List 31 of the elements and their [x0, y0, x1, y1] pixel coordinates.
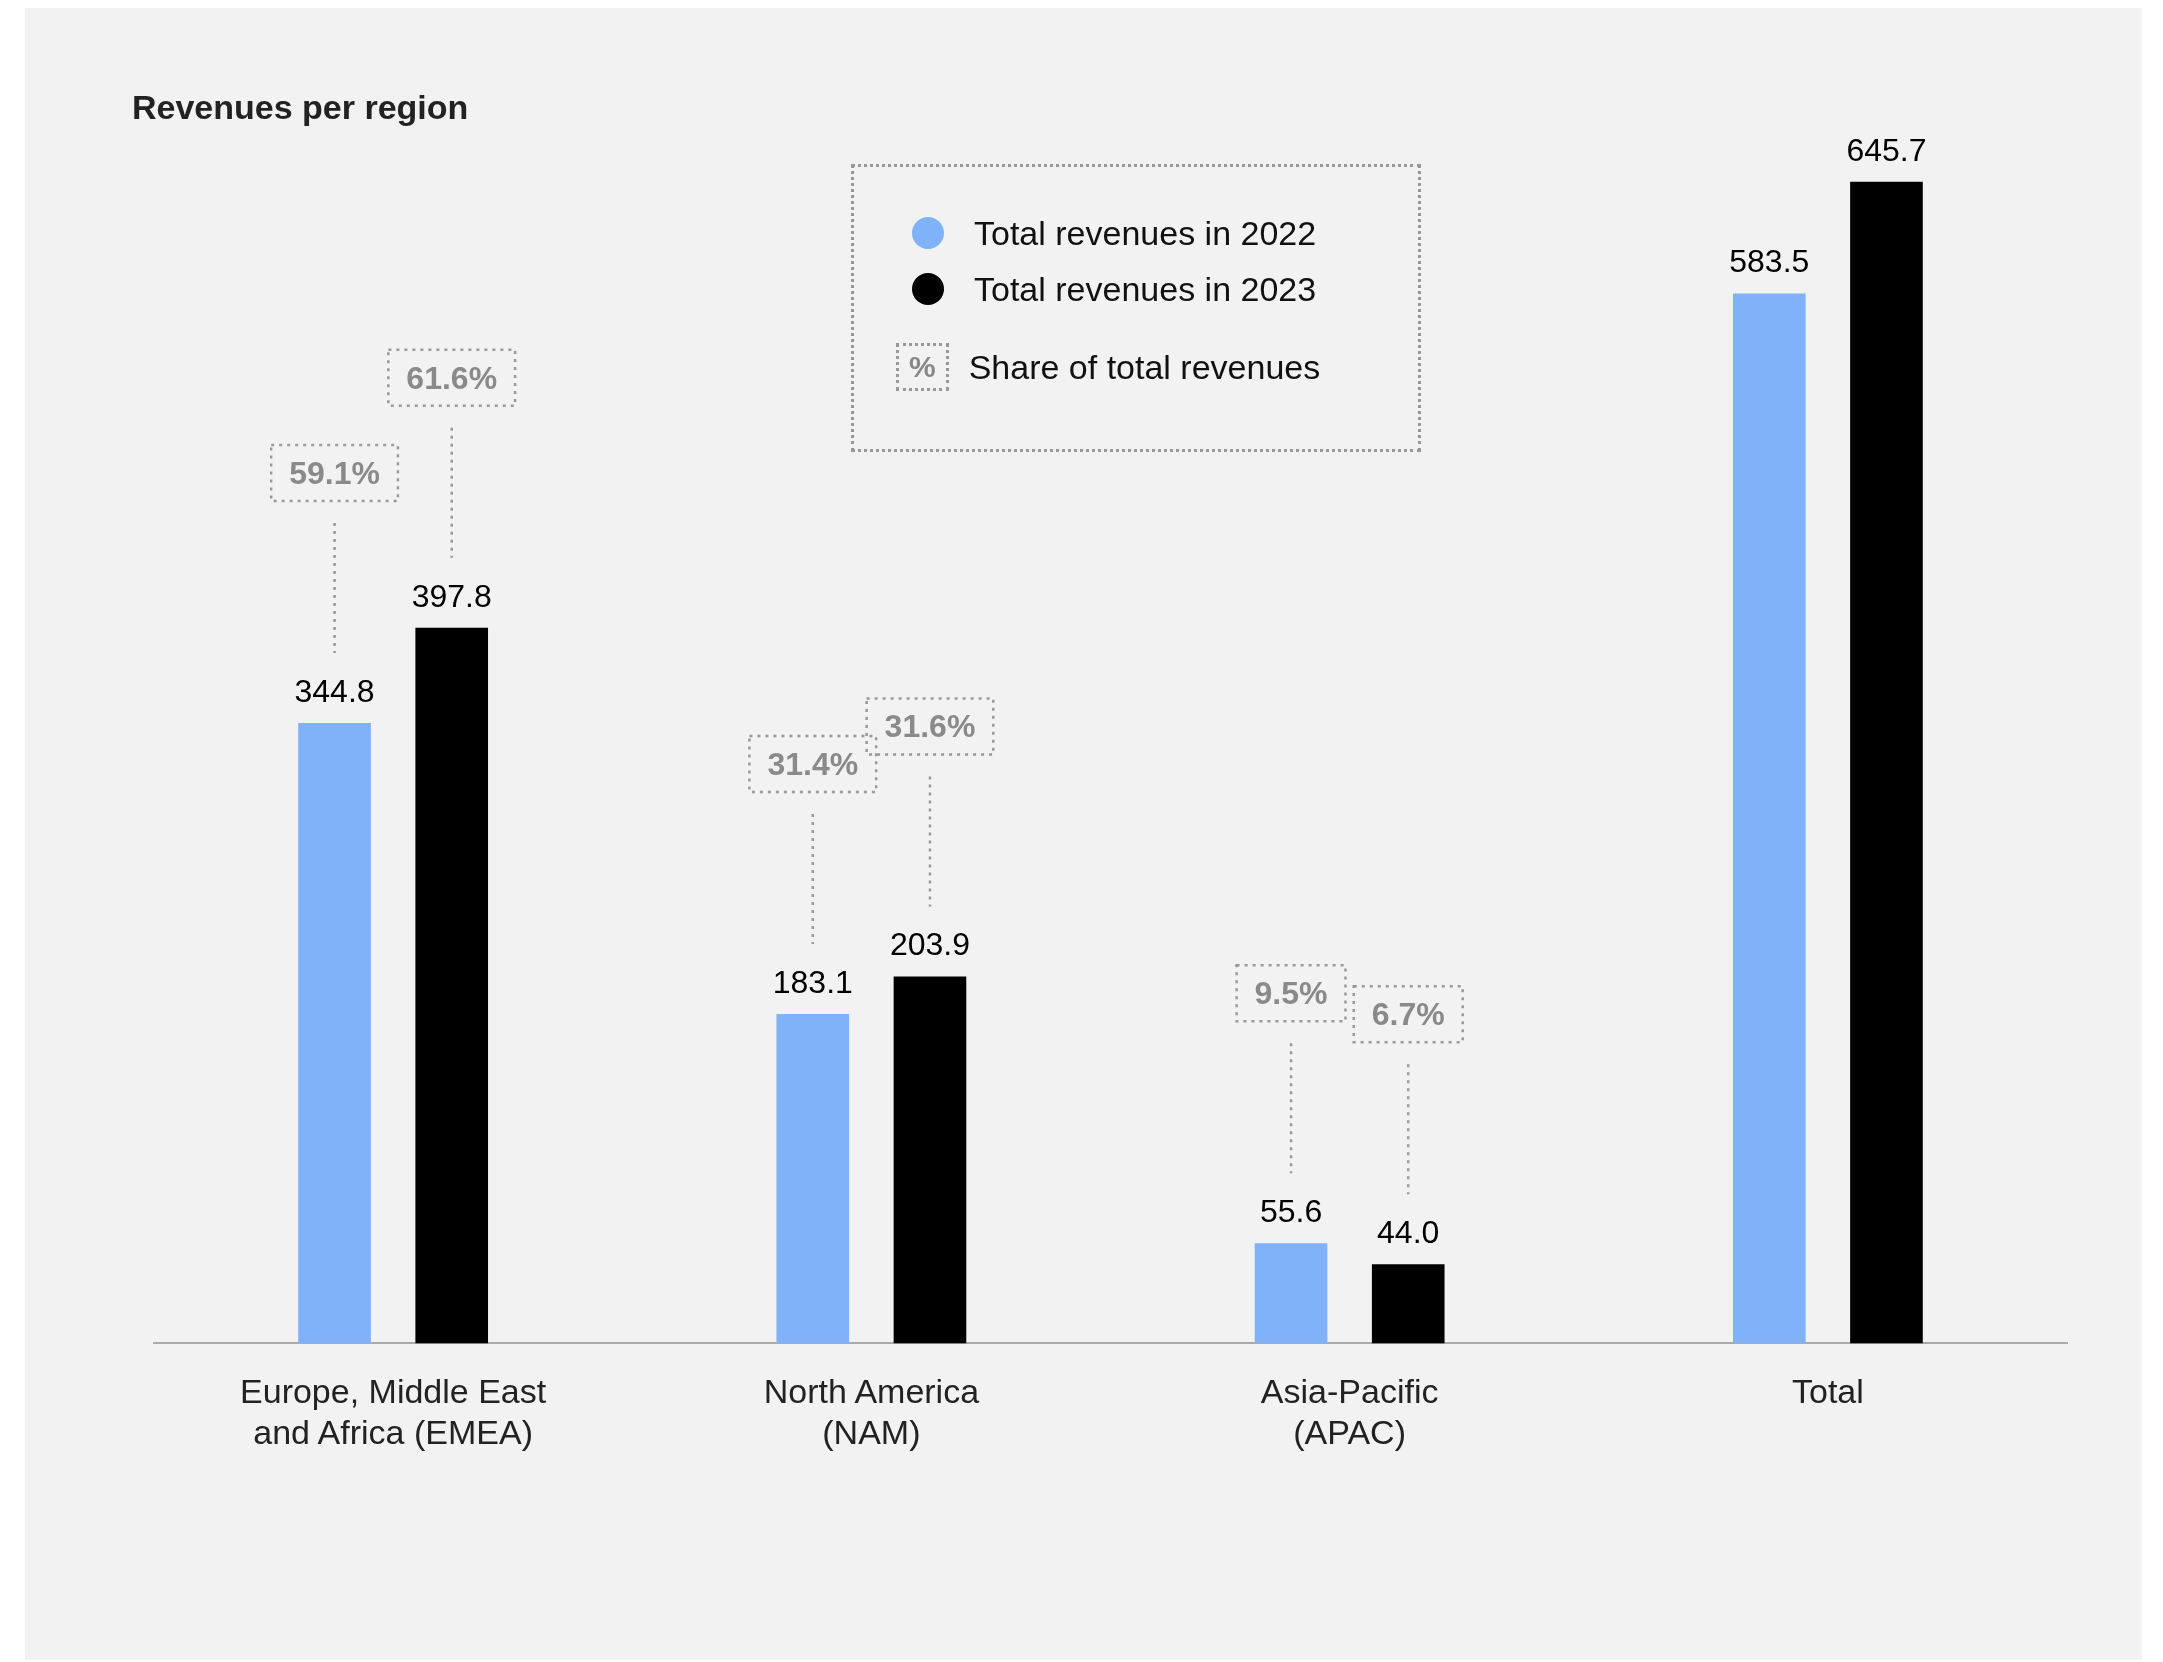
bar — [298, 723, 371, 1344]
annotation: Share of total revenues — [968, 347, 1321, 387]
annotation: 61.6% — [406, 359, 498, 396]
x-tick-label: North America (NAM) — [763, 1372, 980, 1451]
data-label: 44.0 — [1377, 1214, 1440, 1251]
bar — [1732, 293, 1806, 1344]
annotation: 6.7% — [1371, 996, 1445, 1033]
x-tick-label: Europe, Middle East and Africa (EMEA) — [240, 1372, 547, 1451]
data-label: 55.6 — [1259, 1193, 1323, 1230]
data-label: 344.8 — [294, 672, 375, 709]
bar — [1850, 181, 1923, 1344]
legend-label: Total revenues in 2023 — [974, 269, 1317, 309]
bar — [776, 1013, 850, 1344]
bar — [1254, 1243, 1328, 1344]
bar — [415, 627, 489, 1344]
bar — [893, 976, 967, 1344]
annotation: % — [896, 343, 949, 391]
annotation: 31.6% — [884, 708, 976, 745]
annotation: 31.4% — [767, 745, 859, 782]
bar — [1371, 1264, 1445, 1344]
legend-label: Total revenues in 2022 — [974, 213, 1317, 253]
chart-title: Revenues per region — [132, 88, 469, 127]
annotation: 59.1% — [289, 454, 380, 491]
data-label: 397.8 — [411, 577, 492, 614]
data-label: 583.5 — [1729, 243, 1810, 280]
x-tick-label: Total — [1791, 1372, 1864, 1411]
data-label: 203.9 — [889, 926, 970, 963]
x-tick-label: Asia-Pacific (APAC) — [1260, 1372, 1439, 1451]
data-label: 183.1 — [772, 963, 853, 1000]
annotation: 9.5% — [1254, 975, 1328, 1012]
data-label: 645.7 — [1846, 131, 1927, 168]
